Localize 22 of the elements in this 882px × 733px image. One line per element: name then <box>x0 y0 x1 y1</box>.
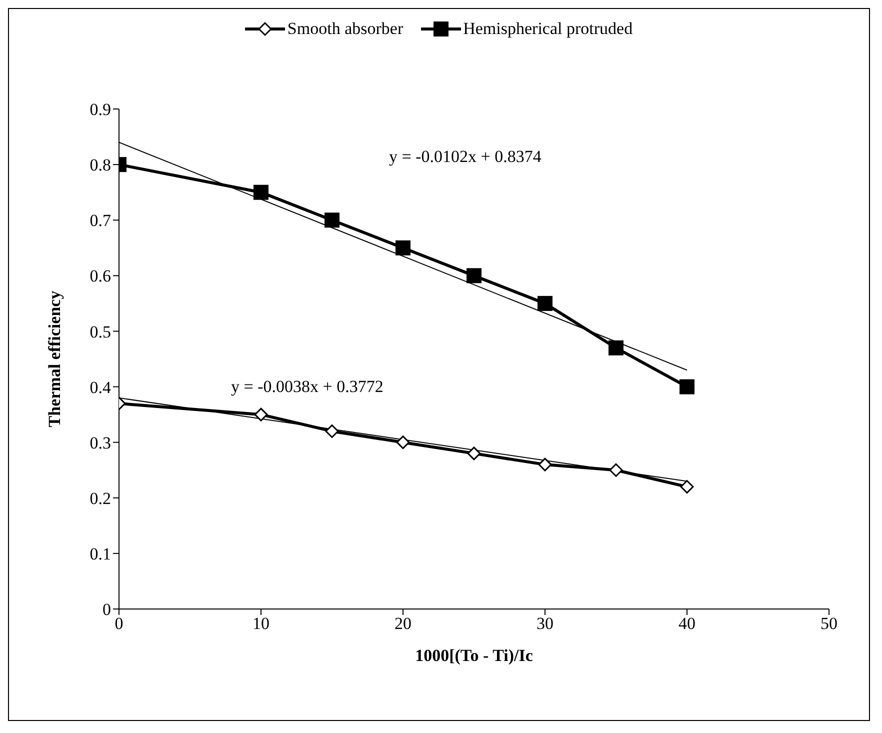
y-tick-label: 0.1 <box>90 544 111 564</box>
y-tick-label: 0.3 <box>90 433 111 452</box>
x-tick-label: 10 <box>252 614 270 634</box>
y-tick-label: 0.6 <box>90 266 111 286</box>
x-axis-title: 1000[(To - Ti)/Ic <box>415 646 534 665</box>
legend-label: Smooth absorber <box>287 19 404 39</box>
y-tick-label: 0.8 <box>90 156 111 175</box>
annotation: y = -0.0102x + 0.8374 <box>389 147 542 167</box>
y-tick-label: 0 <box>102 600 111 620</box>
y-tick-label: 0.9 <box>90 100 111 120</box>
annotation: y = -0.0038x + 0.3772 <box>231 377 384 397</box>
y-tick-label: 0.2 <box>90 488 111 508</box>
y-tick-label: 0.5 <box>90 322 111 342</box>
y-tick-label: 0.4 <box>90 378 112 397</box>
y-tick-label: 0.7 <box>90 211 112 230</box>
x-tick-label: 40 <box>678 614 696 634</box>
x-tick-label: 50 <box>820 614 838 634</box>
x-tick-label: 30 <box>536 614 554 634</box>
x-tick-label: 0 <box>114 614 124 634</box>
legend-label: Hemispherical protruded <box>463 19 633 39</box>
y-axis-title: Thermal efficiency <box>45 290 64 428</box>
x-tick-label: 20 <box>394 614 412 634</box>
